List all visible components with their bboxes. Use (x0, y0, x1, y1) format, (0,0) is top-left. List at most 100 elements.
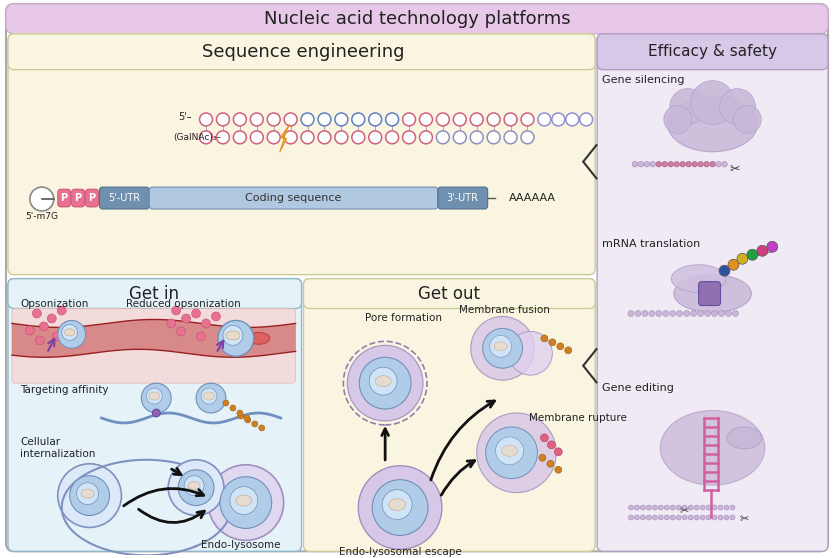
Circle shape (220, 477, 272, 528)
Circle shape (691, 80, 735, 124)
Ellipse shape (668, 97, 757, 152)
Circle shape (347, 345, 423, 421)
Circle shape (369, 113, 382, 126)
Circle shape (477, 413, 556, 493)
Circle shape (706, 515, 711, 520)
Circle shape (547, 441, 555, 449)
Circle shape (77, 483, 98, 504)
Text: Pore formation: Pore formation (365, 314, 442, 324)
Circle shape (403, 113, 415, 126)
Circle shape (698, 161, 703, 167)
Circle shape (504, 113, 517, 126)
Circle shape (728, 259, 739, 270)
Circle shape (436, 131, 450, 144)
Circle shape (454, 113, 466, 126)
Circle shape (30, 187, 53, 211)
Ellipse shape (81, 489, 94, 498)
Ellipse shape (375, 376, 391, 387)
FancyBboxPatch shape (6, 4, 828, 34)
Circle shape (694, 515, 699, 520)
Polygon shape (279, 124, 289, 152)
Circle shape (35, 336, 44, 345)
Circle shape (250, 131, 264, 144)
Circle shape (733, 105, 761, 133)
Circle shape (712, 515, 717, 520)
Circle shape (541, 335, 548, 342)
FancyBboxPatch shape (6, 4, 828, 551)
Circle shape (662, 161, 667, 167)
Circle shape (686, 161, 691, 167)
Circle shape (369, 131, 382, 144)
Circle shape (642, 310, 648, 316)
Circle shape (212, 312, 220, 321)
Circle shape (267, 113, 280, 126)
Text: Targeting affinity: Targeting affinity (20, 385, 108, 395)
Circle shape (141, 383, 171, 413)
Text: 5'-UTR: 5'-UTR (108, 193, 140, 203)
Circle shape (58, 464, 122, 527)
Circle shape (490, 335, 511, 357)
Circle shape (635, 310, 641, 316)
Ellipse shape (236, 495, 252, 506)
Circle shape (682, 515, 687, 520)
Text: Cellular
internalization: Cellular internalization (20, 437, 95, 459)
Circle shape (182, 314, 191, 323)
Circle shape (694, 505, 699, 510)
Circle shape (656, 161, 661, 167)
Circle shape (538, 113, 550, 126)
FancyBboxPatch shape (72, 189, 84, 207)
Circle shape (385, 131, 399, 144)
Text: Membrane fusion: Membrane fusion (460, 305, 550, 315)
Circle shape (301, 113, 314, 126)
Circle shape (665, 515, 669, 520)
Circle shape (646, 515, 651, 520)
Circle shape (33, 309, 42, 318)
Circle shape (485, 427, 537, 479)
Ellipse shape (661, 411, 765, 485)
Circle shape (698, 162, 703, 167)
Circle shape (352, 113, 364, 126)
Circle shape (549, 339, 555, 346)
Text: 3'-UTR: 3'-UTR (447, 193, 479, 203)
Circle shape (684, 310, 690, 316)
FancyBboxPatch shape (699, 282, 721, 306)
Circle shape (318, 131, 331, 144)
Circle shape (539, 454, 546, 461)
Circle shape (676, 515, 681, 520)
Circle shape (700, 505, 705, 510)
Circle shape (719, 265, 730, 276)
Circle shape (721, 161, 727, 167)
Text: Endo-lysosomal escape: Endo-lysosomal escape (339, 547, 461, 557)
Circle shape (223, 400, 229, 406)
Circle shape (168, 460, 224, 516)
Circle shape (718, 505, 723, 510)
Circle shape (382, 489, 412, 519)
Circle shape (730, 515, 735, 520)
Circle shape (540, 434, 549, 442)
Ellipse shape (494, 342, 507, 351)
FancyBboxPatch shape (58, 189, 71, 207)
Circle shape (487, 131, 500, 144)
Circle shape (146, 388, 163, 404)
Text: mRNA translation: mRNA translation (602, 239, 701, 249)
Circle shape (153, 409, 160, 417)
Circle shape (704, 162, 709, 167)
Circle shape (555, 466, 562, 473)
Circle shape (62, 324, 78, 340)
FancyBboxPatch shape (8, 278, 302, 309)
Text: Get in: Get in (129, 285, 179, 302)
Circle shape (766, 241, 778, 252)
Text: ✂: ✂ (740, 514, 749, 525)
Circle shape (557, 343, 564, 350)
Text: AAAAAA: AAAAAA (509, 193, 556, 203)
Ellipse shape (203, 392, 214, 400)
Text: Gene editing: Gene editing (602, 383, 674, 393)
Text: Gene silencing: Gene silencing (602, 75, 685, 85)
Circle shape (335, 113, 348, 126)
Text: Nucleic acid technology platforms: Nucleic acid technology platforms (264, 10, 570, 28)
Circle shape (470, 316, 535, 380)
Text: Reduced opsonization: Reduced opsonization (127, 299, 241, 309)
Circle shape (732, 310, 738, 316)
Circle shape (650, 161, 656, 167)
Circle shape (202, 319, 210, 328)
